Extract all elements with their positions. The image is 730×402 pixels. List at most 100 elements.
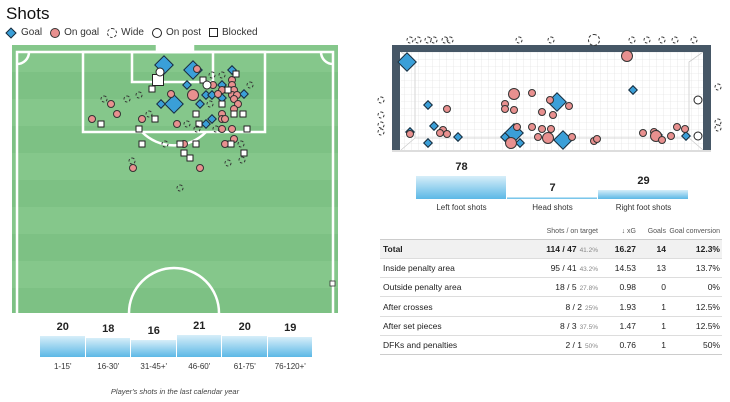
blocked-shot-marker[interactable] xyxy=(239,110,247,118)
on-goal-shot-marker[interactable] xyxy=(510,106,519,114)
on-post-shot-marker[interactable] xyxy=(155,67,165,77)
wide-shot-marker[interactable] xyxy=(237,140,245,148)
wide-shot-marker[interactable] xyxy=(643,36,651,44)
wide-shot-marker[interactable] xyxy=(145,110,153,118)
col-header-shots[interactable]: Shots / on target xyxy=(546,228,598,236)
on-goal-shot-marker[interactable] xyxy=(138,114,147,123)
on-goal-shot-marker[interactable] xyxy=(501,104,510,113)
on-goal-shot-marker[interactable] xyxy=(220,114,229,123)
on-goal-shot-marker[interactable] xyxy=(620,50,633,62)
blocked-shot-marker[interactable] xyxy=(232,70,240,78)
on-goal-shot-marker[interactable] xyxy=(213,90,222,99)
on-goal-shot-marker[interactable] xyxy=(87,114,96,123)
wide-shot-marker[interactable] xyxy=(183,120,191,128)
on-goal-shot-marker[interactable] xyxy=(658,136,667,144)
on-post-shot-marker[interactable] xyxy=(693,95,703,105)
blocked-shot-marker[interactable] xyxy=(224,86,232,94)
blocked-shot-marker[interactable] xyxy=(148,85,156,93)
wide-shot-marker[interactable] xyxy=(547,36,555,44)
on-goal-shot-marker[interactable] xyxy=(534,132,543,141)
wide-shot-marker[interactable] xyxy=(246,81,254,89)
wide-shot-marker[interactable] xyxy=(515,36,523,44)
wide-shot-marker[interactable] xyxy=(430,36,438,44)
on-goal-shot-marker[interactable] xyxy=(406,130,415,138)
wide-shot-marker[interactable] xyxy=(377,121,385,129)
on-goal-shot-marker[interactable] xyxy=(166,90,175,99)
on-goal-shot-marker[interactable] xyxy=(192,64,201,73)
blocked-shot-marker[interactable] xyxy=(240,149,248,157)
wide-shot-marker[interactable] xyxy=(100,95,108,103)
blocked-shot-marker[interactable] xyxy=(227,140,235,148)
on-goal-shot-marker[interactable] xyxy=(672,122,681,131)
blocked-shot-marker[interactable] xyxy=(180,149,188,157)
on-goal-shot-marker[interactable] xyxy=(527,122,536,131)
on-goal-shot-marker[interactable] xyxy=(667,132,676,140)
on-goal-shot-marker[interactable] xyxy=(542,132,555,144)
on-goal-shot-marker[interactable] xyxy=(112,110,121,119)
col-header-conversion[interactable]: Goal conversion xyxy=(669,228,720,236)
blocked-shot-marker[interactable] xyxy=(135,125,143,133)
wide-shot-marker[interactable] xyxy=(446,36,454,44)
on-goal-shot-marker[interactable] xyxy=(527,88,536,97)
wide-shot-marker[interactable] xyxy=(218,71,226,79)
wide-shot-marker[interactable] xyxy=(176,184,184,192)
on-goal-shot-marker[interactable] xyxy=(172,119,181,128)
blocked-shot-marker[interactable] xyxy=(192,140,200,148)
on-goal-shot-marker[interactable] xyxy=(565,102,574,110)
wide-shot-marker[interactable] xyxy=(587,34,600,46)
on-goal-shot-marker[interactable] xyxy=(504,136,517,149)
wide-shot-marker[interactable] xyxy=(208,71,216,79)
wide-shot-marker[interactable] xyxy=(628,36,636,44)
wide-shot-marker[interactable] xyxy=(212,125,220,133)
wide-shot-marker[interactable] xyxy=(161,140,169,148)
wide-shot-marker[interactable] xyxy=(238,156,246,164)
blocked-shot-marker[interactable] xyxy=(218,100,226,108)
blocked-shot-marker[interactable] xyxy=(151,115,159,123)
legend-on-post[interactable]: On post xyxy=(151,27,201,38)
on-goal-shot-marker[interactable] xyxy=(537,124,546,133)
on-goal-shot-marker[interactable] xyxy=(537,108,546,116)
wide-shot-marker[interactable] xyxy=(206,100,214,108)
on-post-shot-marker[interactable] xyxy=(693,131,703,141)
blocked-shot-marker[interactable] xyxy=(176,140,184,148)
wide-shot-marker[interactable] xyxy=(377,111,385,119)
blocked-shot-marker[interactable] xyxy=(186,154,194,162)
wide-shot-marker[interactable] xyxy=(377,96,385,104)
on-goal-shot-marker[interactable] xyxy=(442,104,451,113)
on-goal-shot-marker[interactable] xyxy=(546,96,555,104)
on-goal-shot-marker[interactable] xyxy=(106,99,115,108)
on-goal-shot-marker[interactable] xyxy=(639,128,648,137)
on-goal-shot-marker[interactable] xyxy=(442,130,451,138)
legend-goal[interactable]: Goal xyxy=(5,26,42,39)
blocked-shot-marker[interactable] xyxy=(138,140,146,148)
col-header-goals[interactable]: Goals xyxy=(647,228,666,236)
legend-on-goal[interactable]: On goal xyxy=(50,27,99,38)
on-post-shot-marker[interactable] xyxy=(202,80,212,90)
on-goal-shot-marker[interactable] xyxy=(196,163,205,172)
wide-shot-marker[interactable] xyxy=(128,157,136,165)
wide-shot-marker[interactable] xyxy=(377,128,385,136)
col-header-xg[interactable]: ↓ xG xyxy=(621,228,636,236)
on-goal-shot-marker[interactable] xyxy=(593,134,602,143)
wide-shot-marker[interactable] xyxy=(406,36,414,44)
blocked-shot-marker[interactable] xyxy=(97,120,105,128)
on-goal-shot-marker[interactable] xyxy=(681,124,690,133)
wide-shot-marker[interactable] xyxy=(414,36,422,44)
on-goal-shot-marker[interactable] xyxy=(227,125,236,134)
on-goal-shot-marker[interactable] xyxy=(548,110,557,119)
on-goal-shot-marker[interactable] xyxy=(513,122,522,131)
blocked-shot-marker[interactable] xyxy=(230,110,238,118)
wide-shot-marker[interactable] xyxy=(193,125,201,133)
wide-shot-marker[interactable] xyxy=(123,95,131,103)
wide-shot-marker[interactable] xyxy=(714,83,722,91)
legend-blocked[interactable]: Blocked xyxy=(208,27,258,38)
wide-shot-marker[interactable] xyxy=(658,36,666,44)
wide-shot-marker[interactable] xyxy=(671,36,679,44)
on-goal-shot-marker[interactable] xyxy=(508,88,521,100)
wide-shot-marker[interactable] xyxy=(690,36,698,44)
wide-shot-marker[interactable] xyxy=(135,91,143,99)
blocked-shot-marker[interactable] xyxy=(243,125,251,133)
on-goal-shot-marker[interactable] xyxy=(186,89,199,102)
on-goal-shot-marker[interactable] xyxy=(567,132,576,141)
blocked-shot-marker[interactable] xyxy=(192,110,200,118)
